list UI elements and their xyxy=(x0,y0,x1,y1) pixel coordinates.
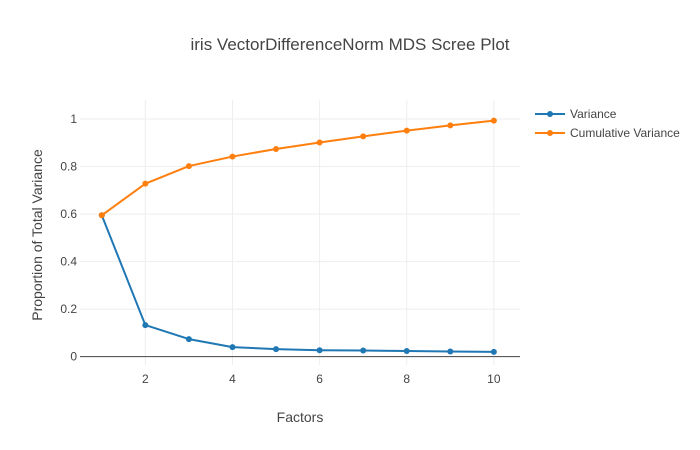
data-point-variance[interactable] xyxy=(185,336,192,343)
legend-marker-cumulative-variance xyxy=(547,130,553,136)
data-point-variance[interactable] xyxy=(229,344,236,351)
x-tick-label: 2 xyxy=(142,372,149,386)
legend-marker-variance xyxy=(547,111,553,117)
y-tick-label: 0.4 xyxy=(60,255,77,269)
data-point-cumulative-variance[interactable] xyxy=(142,180,149,187)
data-point-cumulative-variance[interactable] xyxy=(229,153,236,160)
y-axis-label: Proportion of Total Variance xyxy=(29,149,45,321)
data-point-variance[interactable] xyxy=(316,347,323,354)
legend-label-variance: Variance xyxy=(570,107,617,121)
legend: Variance Cumulative Variance xyxy=(535,107,680,140)
y-tick-label: 0.2 xyxy=(60,302,77,316)
legend-label-cumulative-variance: Cumulative Variance xyxy=(570,126,680,140)
data-point-cumulative-variance[interactable] xyxy=(273,145,280,152)
x-tick-label: 6 xyxy=(316,372,323,386)
y-tick-label: 1 xyxy=(70,112,77,126)
data-point-cumulative-variance[interactable] xyxy=(403,127,410,134)
series-line-cumulative-variance xyxy=(101,119,494,217)
grid xyxy=(80,100,520,365)
series-line-variance xyxy=(100,214,494,353)
legend-item-variance[interactable]: Variance xyxy=(535,107,617,121)
data-point-cumulative-variance[interactable] xyxy=(316,139,323,146)
data-point-variance[interactable] xyxy=(447,348,454,355)
series-area xyxy=(98,117,497,355)
data-point-cumulative-variance[interactable] xyxy=(98,212,105,219)
x-tick-label: 10 xyxy=(487,372,501,386)
y-tick-label: 0.6 xyxy=(60,207,77,221)
data-point-variance[interactable] xyxy=(273,346,280,353)
data-point-cumulative-variance[interactable] xyxy=(447,122,454,129)
data-point-cumulative-variance[interactable] xyxy=(185,163,192,170)
axes: 0 0.2 0.4 0.6 0.8 1 2 4 6 8 10 xyxy=(60,112,520,386)
data-point-cumulative-variance[interactable] xyxy=(490,117,497,124)
x-tick-label: 8 xyxy=(403,372,410,386)
data-point-variance[interactable] xyxy=(360,347,367,354)
y-tick-label: 0 xyxy=(70,350,77,364)
data-point-cumulative-variance[interactable] xyxy=(360,133,367,140)
data-point-variance[interactable] xyxy=(142,322,149,329)
data-point-variance[interactable] xyxy=(490,348,497,355)
x-axis-label: Factors xyxy=(277,409,324,425)
x-tick-label: 4 xyxy=(229,372,236,386)
data-point-variance[interactable] xyxy=(403,347,410,354)
legend-item-cumulative-variance[interactable]: Cumulative Variance xyxy=(535,126,680,140)
chart-title: iris VectorDifferenceNorm MDS Scree Plot xyxy=(190,35,509,54)
y-tick-label: 0.8 xyxy=(60,160,77,174)
